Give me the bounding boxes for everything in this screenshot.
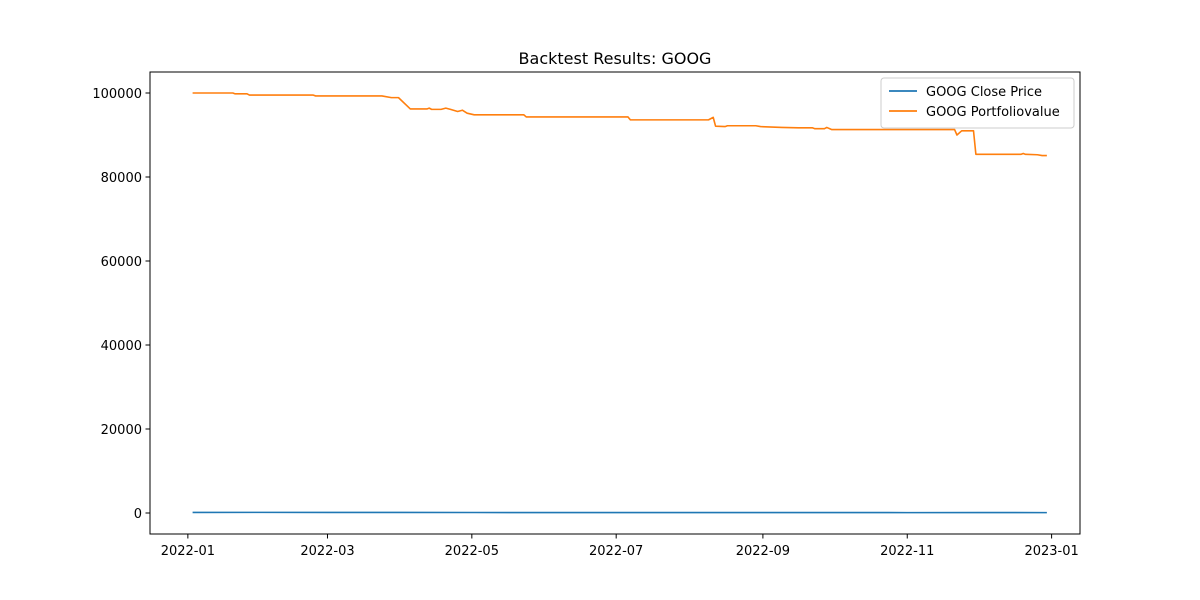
axes-frame	[149, 71, 1081, 535]
x-tick-label-1: 2022-03	[300, 544, 354, 559]
legend: GOOG Close Price GOOG Portfoliovalue	[880, 77, 1075, 129]
axes: 2022-01 2022-03 2022-05 2022-07 2022-09 2022-…	[92, 71, 1081, 559]
y-tick-label-0: 0	[134, 507, 142, 522]
y-tick-label-1: 20000	[101, 423, 142, 438]
legend-box	[880, 77, 1075, 129]
plot-area	[192, 92, 1047, 514]
chart-title: Backtest Results: GOOG	[519, 49, 712, 68]
x-tick-label-2: 2022-05	[445, 544, 499, 559]
y-tick-label-2: 40000	[101, 339, 142, 354]
x-tick-label-0: 2022-01	[161, 544, 215, 559]
x-tick-label-4: 2022-09	[736, 544, 790, 559]
legend-label-0: GOOG Close Price	[926, 85, 1042, 100]
x-tick-label-3: 2022-07	[589, 544, 643, 559]
y-tick-label-4: 80000	[101, 171, 142, 186]
x-tick-label-5: 2022-11	[880, 544, 934, 559]
x-tick-label-6: 2023-01	[1024, 544, 1078, 559]
y-tick-label-3: 60000	[101, 255, 142, 270]
series-line-1	[192, 92, 1047, 157]
y-tick-label-5: 100000	[92, 87, 142, 102]
legend-label-1: GOOG Portfoliovalue	[926, 105, 1060, 120]
